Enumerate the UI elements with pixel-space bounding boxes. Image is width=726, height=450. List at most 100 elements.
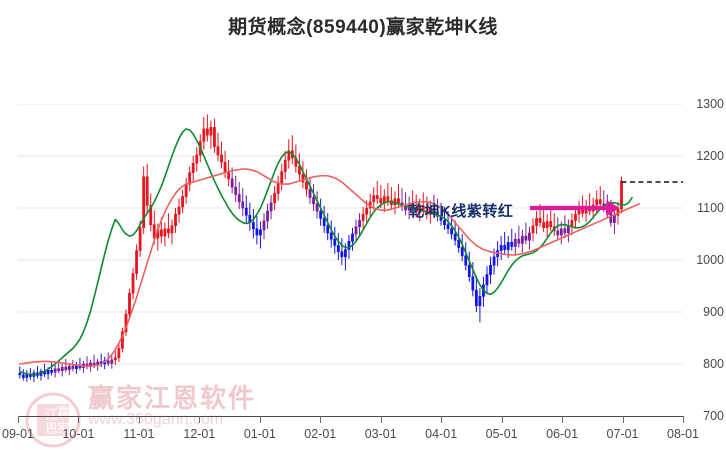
candle-body bbox=[195, 154, 199, 164]
x-axis-tick bbox=[259, 416, 261, 423]
x-axis-tick-label: 06-01 bbox=[546, 427, 579, 441]
candle-body bbox=[170, 225, 174, 234]
candle-body bbox=[220, 154, 223, 163]
svg-text:江: 江 bbox=[45, 407, 58, 422]
candle-body bbox=[489, 264, 492, 275]
candle-body bbox=[121, 331, 124, 349]
y-axis-tick-label: 1000 bbox=[696, 253, 724, 267]
brand-logo-watermark: 江 赢 恩 家 bbox=[25, 392, 81, 448]
candle-body bbox=[53, 368, 57, 373]
candle-body bbox=[269, 202, 273, 212]
candle-body bbox=[386, 196, 390, 202]
candle-body bbox=[365, 207, 369, 215]
candle-body bbox=[372, 195, 376, 203]
y-axis-tick-label: 700 bbox=[703, 409, 724, 423]
x-axis-tick-label: 10-01 bbox=[62, 427, 95, 441]
candle-body bbox=[287, 150, 291, 161]
candle-body bbox=[308, 188, 312, 198]
candle-body bbox=[531, 225, 535, 234]
candle-body bbox=[542, 222, 546, 229]
candle-body bbox=[259, 229, 262, 236]
candle-body bbox=[135, 250, 138, 274]
candle-body bbox=[506, 242, 510, 250]
x-axis-tick bbox=[138, 416, 140, 423]
candle-body bbox=[227, 171, 230, 180]
candle-body bbox=[361, 213, 365, 221]
y-axis-tick-label: 900 bbox=[703, 305, 724, 319]
candle-body bbox=[471, 276, 475, 291]
candlestick-chart bbox=[18, 104, 683, 383]
candle-body bbox=[397, 198, 400, 204]
x-axis-tick bbox=[683, 416, 684, 423]
watermark-brand: 赢家江恩软件 bbox=[88, 383, 257, 413]
candle-body bbox=[106, 360, 110, 364]
x-axis-tick bbox=[622, 416, 624, 423]
candle-body bbox=[598, 199, 602, 205]
candle-body bbox=[138, 227, 142, 251]
candle-body bbox=[174, 213, 177, 226]
watermark-url: www.360gann.com bbox=[88, 411, 224, 428]
x-axis-tick-label: 07-01 bbox=[606, 427, 639, 441]
x-axis-tick bbox=[18, 416, 19, 423]
candle-body bbox=[50, 369, 54, 373]
candle-body bbox=[142, 176, 146, 229]
candle-body bbox=[340, 251, 344, 258]
candle-body bbox=[467, 264, 471, 277]
y-axis-tick-label: 1300 bbox=[696, 97, 724, 111]
candle-body bbox=[574, 213, 577, 221]
candle-body bbox=[347, 240, 351, 250]
x-axis-tick-label: 12-01 bbox=[183, 427, 216, 441]
x-axis-tick bbox=[78, 416, 80, 423]
candle-body bbox=[241, 201, 245, 209]
x-axis-tick bbox=[380, 416, 382, 423]
candle-body bbox=[358, 220, 361, 228]
candle-body bbox=[520, 235, 524, 244]
candle-body bbox=[312, 197, 315, 205]
candle-body bbox=[620, 180, 623, 210]
candle-body bbox=[159, 229, 163, 237]
candle-body bbox=[485, 274, 489, 286]
candle-body bbox=[117, 348, 121, 359]
candle-body bbox=[181, 196, 184, 208]
candle-body bbox=[67, 365, 71, 371]
candle-body bbox=[223, 161, 227, 172]
candle-body bbox=[209, 127, 213, 136]
chart-plot-area bbox=[18, 104, 683, 416]
candle-body bbox=[478, 296, 482, 307]
candle-body bbox=[545, 221, 549, 229]
candle-body bbox=[234, 186, 238, 195]
candle-body bbox=[566, 226, 570, 234]
candle-body bbox=[276, 182, 280, 194]
x-axis-tick bbox=[199, 416, 201, 423]
candle-body bbox=[230, 178, 234, 188]
candle-body bbox=[149, 205, 153, 225]
candle-body bbox=[432, 207, 436, 213]
candle-body bbox=[556, 230, 560, 236]
candle-body bbox=[251, 222, 255, 230]
candle-body bbox=[379, 198, 383, 204]
candle-body bbox=[301, 173, 305, 183]
candle-body bbox=[184, 183, 188, 197]
candle-body bbox=[460, 247, 464, 257]
y-axis-tick-label: 1200 bbox=[696, 149, 724, 163]
candle-body bbox=[446, 224, 450, 230]
candle-body bbox=[453, 233, 457, 241]
annotation-arrow-head bbox=[606, 200, 620, 216]
svg-text:家: 家 bbox=[57, 421, 70, 436]
candle-body bbox=[464, 255, 468, 266]
candle-body bbox=[131, 273, 135, 294]
candle-body bbox=[503, 245, 507, 250]
candle-body bbox=[315, 203, 319, 212]
candle-body bbox=[549, 221, 553, 228]
candle-body bbox=[202, 128, 206, 142]
candle-body bbox=[375, 195, 379, 199]
candle-body bbox=[563, 228, 567, 234]
candle-body bbox=[517, 238, 521, 244]
y-axis-labels: 1300 1200 1100 1000 900 800 700 bbox=[686, 0, 726, 450]
x-axis-tick-label: 04-01 bbox=[425, 427, 458, 441]
candle-body bbox=[595, 199, 599, 206]
candle-body bbox=[354, 226, 358, 235]
candle-body bbox=[46, 369, 50, 375]
candle-body bbox=[538, 218, 542, 223]
